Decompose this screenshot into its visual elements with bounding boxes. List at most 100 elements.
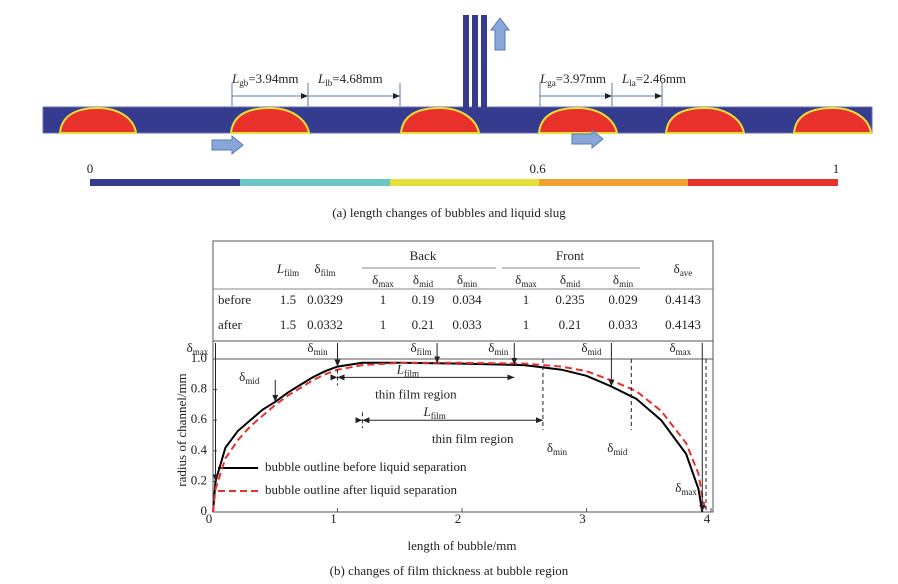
symbol: δ xyxy=(515,272,521,287)
symbol-label: Lfilm xyxy=(423,404,446,421)
colorbar-segment xyxy=(90,179,240,186)
y-tick-label: 1.0 xyxy=(191,350,207,365)
y-tick-label: 0.2 xyxy=(191,472,207,487)
subscript: film xyxy=(404,368,419,378)
subscript: la xyxy=(629,78,636,88)
colorbar-segment xyxy=(240,179,390,186)
flow-arrow xyxy=(211,134,244,156)
bubble xyxy=(792,106,873,134)
row-label: after xyxy=(218,317,242,332)
bubble xyxy=(399,106,481,134)
outlet-pipe xyxy=(463,15,469,108)
table-cell: 0.029 xyxy=(608,292,637,307)
table-cell: 0.034 xyxy=(452,292,482,307)
symbol: δ xyxy=(607,440,613,455)
symbol: δ xyxy=(674,261,680,276)
subscript: min xyxy=(463,279,478,289)
subscript: mid xyxy=(419,279,434,289)
subscript: min xyxy=(553,447,568,457)
symbol: δ xyxy=(669,340,675,355)
y-tick-label: 0.4 xyxy=(191,442,208,457)
flow-arrow xyxy=(490,17,510,51)
symbol-label: δmin xyxy=(307,340,328,357)
table-cell: 0.19 xyxy=(412,292,435,307)
x-tick-label: 4 xyxy=(704,511,711,526)
symbol-label: δave xyxy=(674,261,693,278)
region-label: thin film region xyxy=(375,386,457,401)
symbol: δ xyxy=(613,272,619,287)
subscript: max xyxy=(521,279,537,289)
bubble xyxy=(229,106,311,134)
subscript: ave xyxy=(680,268,693,278)
colorbar-tick-label: 0 xyxy=(87,161,94,176)
x-tick-label: 0 xyxy=(206,511,213,526)
symbol: L xyxy=(276,261,284,276)
x-tick-label: 1 xyxy=(330,511,337,526)
symbol: δ xyxy=(187,340,193,355)
table-cell: 0.4143 xyxy=(665,292,701,307)
subscript: min xyxy=(619,279,634,289)
subscript: max xyxy=(676,347,692,357)
symbol-label: δfilm xyxy=(314,261,335,278)
table-cell: 0.235 xyxy=(555,292,584,307)
outlet-pipe xyxy=(481,15,487,108)
subscript: min xyxy=(494,347,509,357)
series-line xyxy=(212,361,704,513)
y-tick-label: 0.8 xyxy=(191,381,207,396)
symbol: δ xyxy=(239,369,245,384)
table-cell: 1 xyxy=(380,292,387,307)
symbol: L xyxy=(317,71,325,86)
caption: (b) changes of film thickness at bubble … xyxy=(330,563,569,578)
symbol: δ xyxy=(372,272,378,287)
table-cell: 0.033 xyxy=(452,317,481,332)
symbol-label: δmid xyxy=(239,369,260,386)
table-cell: 1 xyxy=(380,317,387,332)
subscript: film xyxy=(417,347,432,357)
subscript: max xyxy=(378,279,394,289)
value-text: =2.46mm xyxy=(636,71,686,86)
subscript: film xyxy=(284,268,299,278)
x-tick-label: 3 xyxy=(579,511,586,526)
symbol-label: δmin xyxy=(547,440,568,457)
subscript: gb xyxy=(239,78,249,88)
symbol: δ xyxy=(314,261,320,276)
value-text: =3.97mm xyxy=(556,71,606,86)
symbol-label: δmin xyxy=(488,340,509,357)
symbol: δ xyxy=(560,272,566,287)
symbol: δ xyxy=(675,480,681,495)
table-cell: 1 xyxy=(523,292,530,307)
table-cell: 0.21 xyxy=(559,317,582,332)
symbol-label: Lla=2.46mm xyxy=(621,71,686,88)
symbol: L xyxy=(231,71,239,86)
y-tick-label: 0 xyxy=(201,503,208,518)
table-cell: 1.5 xyxy=(280,317,296,332)
symbol-label: δmid xyxy=(560,272,581,289)
bubble xyxy=(537,106,619,134)
symbol-label: δmid xyxy=(581,340,602,357)
y-axis-label: radius of channel/mm xyxy=(174,373,189,486)
symbol: L xyxy=(539,71,547,86)
symbol-label: δmid xyxy=(607,440,628,457)
subscript: mid xyxy=(245,376,260,386)
symbol: L xyxy=(423,404,431,419)
table-cell: 0.0332 xyxy=(307,317,343,332)
symbol-label: δmax xyxy=(372,272,394,289)
subscript: film xyxy=(431,411,446,421)
symbol-label: δfilm xyxy=(411,340,432,357)
value-text: =4.68mm xyxy=(332,71,382,86)
region-label: thin film region xyxy=(432,431,514,446)
table-cell: 0.21 xyxy=(412,317,435,332)
flow-arrow xyxy=(571,128,604,150)
symbol-label: Llb=4.68mm xyxy=(317,71,383,88)
subscript: max xyxy=(193,347,209,357)
colorbar-tick-label: 1 xyxy=(833,161,840,176)
series-line xyxy=(212,361,707,513)
table-cell: 0.4143 xyxy=(665,317,701,332)
subscript: mid xyxy=(566,279,581,289)
symbol-label: δmax xyxy=(515,272,537,289)
symbol: δ xyxy=(307,340,313,355)
symbol-label: Lfilm xyxy=(396,361,419,378)
bubble xyxy=(664,106,746,134)
colorbar-segment xyxy=(539,179,688,186)
